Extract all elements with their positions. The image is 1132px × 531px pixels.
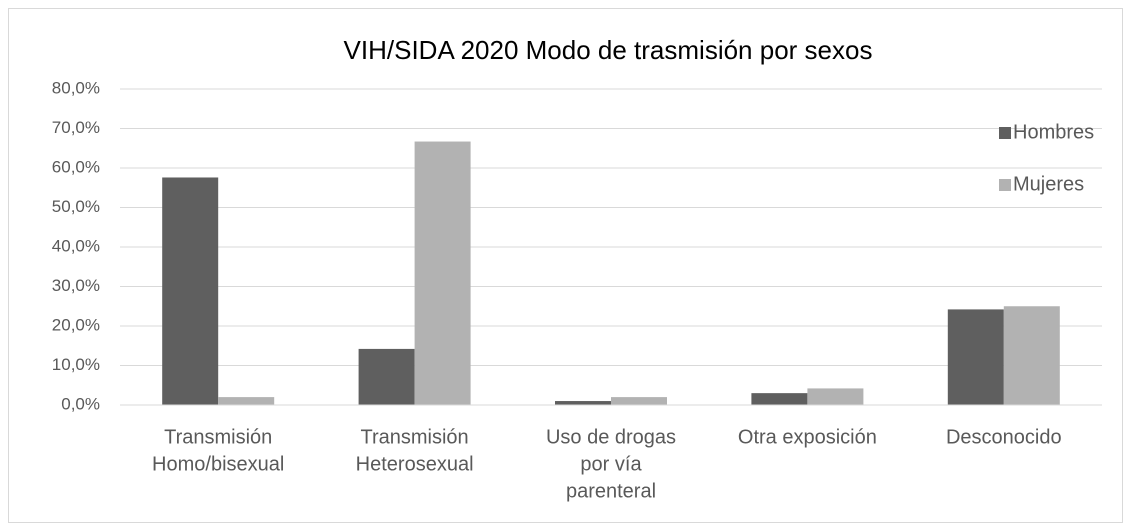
y-tick-label: 20,0% (52, 315, 100, 334)
y-tick-label: 40,0% (52, 236, 100, 255)
bar (555, 401, 611, 405)
bar (218, 397, 275, 405)
y-tick-label: 80,0% (52, 78, 100, 97)
legend-label: Mujeres (1013, 173, 1084, 195)
y-tick-label: 70,0% (52, 118, 100, 137)
x-tick-label: Otra exposición (738, 426, 877, 448)
x-tick-label: por vía (580, 453, 642, 475)
y-tick-label: 60,0% (52, 157, 100, 176)
legend-swatch (999, 127, 1011, 139)
bar (414, 141, 471, 405)
bar (751, 393, 808, 405)
bar (611, 397, 667, 405)
legend-label: Hombres (1013, 121, 1094, 143)
x-tick-label: Heterosexual (356, 453, 474, 475)
x-tick-label: Transmisión (164, 426, 272, 448)
x-tick-label: Transmisión (361, 426, 469, 448)
bar (162, 177, 219, 405)
bar (1003, 306, 1060, 405)
x-tick-label: Uso de drogas (546, 426, 676, 448)
bar (947, 309, 1004, 405)
y-tick-label: 50,0% (52, 197, 100, 216)
x-tick-label: Desconocido (946, 426, 1062, 448)
y-tick-label: 0,0% (61, 394, 100, 413)
x-tick-label: parenteral (566, 480, 656, 502)
bar (358, 348, 415, 405)
chart-title: VIH/SIDA 2020 Modo de trasmisión por sex… (344, 35, 873, 65)
legend-swatch (999, 179, 1011, 191)
x-tick-label: Homo/bisexual (152, 453, 284, 475)
y-tick-label: 10,0% (52, 355, 100, 374)
bar (807, 388, 864, 405)
y-tick-label: 30,0% (52, 276, 100, 295)
